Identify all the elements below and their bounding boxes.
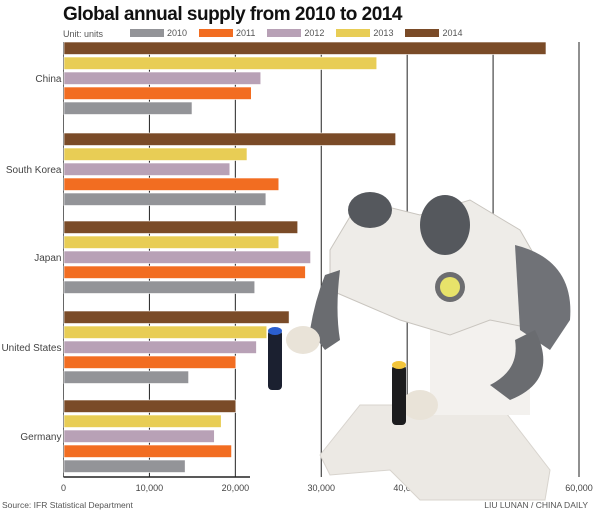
category-label: Germany (20, 432, 61, 443)
bar-2013-japan (63, 235, 280, 249)
category-label: United States (1, 343, 61, 354)
category-label: Japan (34, 253, 61, 264)
legend-swatch (130, 29, 164, 37)
bar-2014-japan (63, 220, 298, 234)
bar-2010-united-states (63, 370, 189, 384)
x-tick-label: 60,000 (565, 483, 593, 493)
bar-2012-south-korea (63, 162, 231, 176)
bar-2014-china (63, 41, 547, 55)
robot-part (392, 361, 406, 369)
bar-2011-china (63, 86, 252, 100)
robot-part (319, 404, 551, 501)
legend-label: 2012 (304, 28, 325, 38)
legend-item: 2012 (267, 28, 324, 38)
bar-2011-south-korea (63, 177, 280, 191)
legend-swatch (267, 29, 302, 37)
legend-item: 2010 (130, 28, 187, 38)
robot-photo (268, 192, 571, 501)
robot-part (490, 330, 544, 400)
robot-part (268, 327, 282, 335)
robot-part (392, 365, 406, 425)
x-tick-label: 0 (61, 483, 66, 493)
legend: 2010 2011 2012 2013 2014 (130, 28, 462, 38)
bar-2011-japan (63, 265, 306, 279)
bar-2013-germany (63, 414, 222, 428)
legend-item: 2013 (336, 28, 393, 38)
legend-swatch (199, 29, 234, 37)
bar-2014-south-korea (63, 132, 396, 146)
bar-2013-south-korea (63, 147, 248, 161)
x-tick-label: 20,000 (222, 483, 250, 493)
robot-part (310, 270, 340, 350)
robot-part (440, 277, 460, 297)
bar-2012-japan (63, 250, 311, 264)
legend-swatch (336, 29, 371, 37)
bar-2010-china (63, 101, 193, 115)
bar-2010-japan (63, 280, 256, 294)
x-tick-label: 40,000 (393, 483, 421, 493)
unit-label: Unit: units (63, 29, 104, 39)
category-label: China (35, 74, 62, 85)
bar-2014-germany (63, 399, 237, 413)
chart-title: Global annual supply from 2010 to 2014 (63, 4, 402, 25)
legend-label: 2010 (167, 28, 188, 38)
legend-label: 2014 (442, 28, 463, 38)
legend-swatch (405, 29, 440, 37)
robot-part (348, 192, 392, 228)
bar-2012-united-states (63, 340, 257, 354)
bar-2010-south-korea (63, 192, 267, 206)
category-label: South Korea (6, 165, 62, 176)
robot-part (402, 390, 438, 420)
legend-item: 2014 (405, 28, 462, 38)
robot-part (286, 326, 320, 354)
bar-2011-germany (63, 444, 232, 458)
legend-label: 2013 (373, 28, 394, 38)
credit-note: LIU LUNAN / CHINA DAILY (484, 500, 588, 510)
bar-2013-united-states (63, 325, 268, 339)
source-note: Source: IFR Statistical Department (2, 500, 133, 510)
bar-2012-china (63, 71, 262, 85)
robot-part (515, 245, 571, 350)
bar-2011-united-states (63, 355, 237, 369)
bar-2012-germany (63, 429, 215, 443)
robot-part (420, 195, 470, 255)
legend-label: 2011 (236, 28, 256, 38)
bar-2010-germany (63, 459, 186, 473)
bar-2014-united-states (63, 310, 290, 324)
x-tick-label: 10,000 (136, 483, 164, 493)
x-tick-label: 30,000 (307, 483, 335, 493)
robot-part (268, 330, 282, 390)
legend-item: 2011 (199, 28, 255, 38)
bar-2013-china (63, 56, 378, 70)
